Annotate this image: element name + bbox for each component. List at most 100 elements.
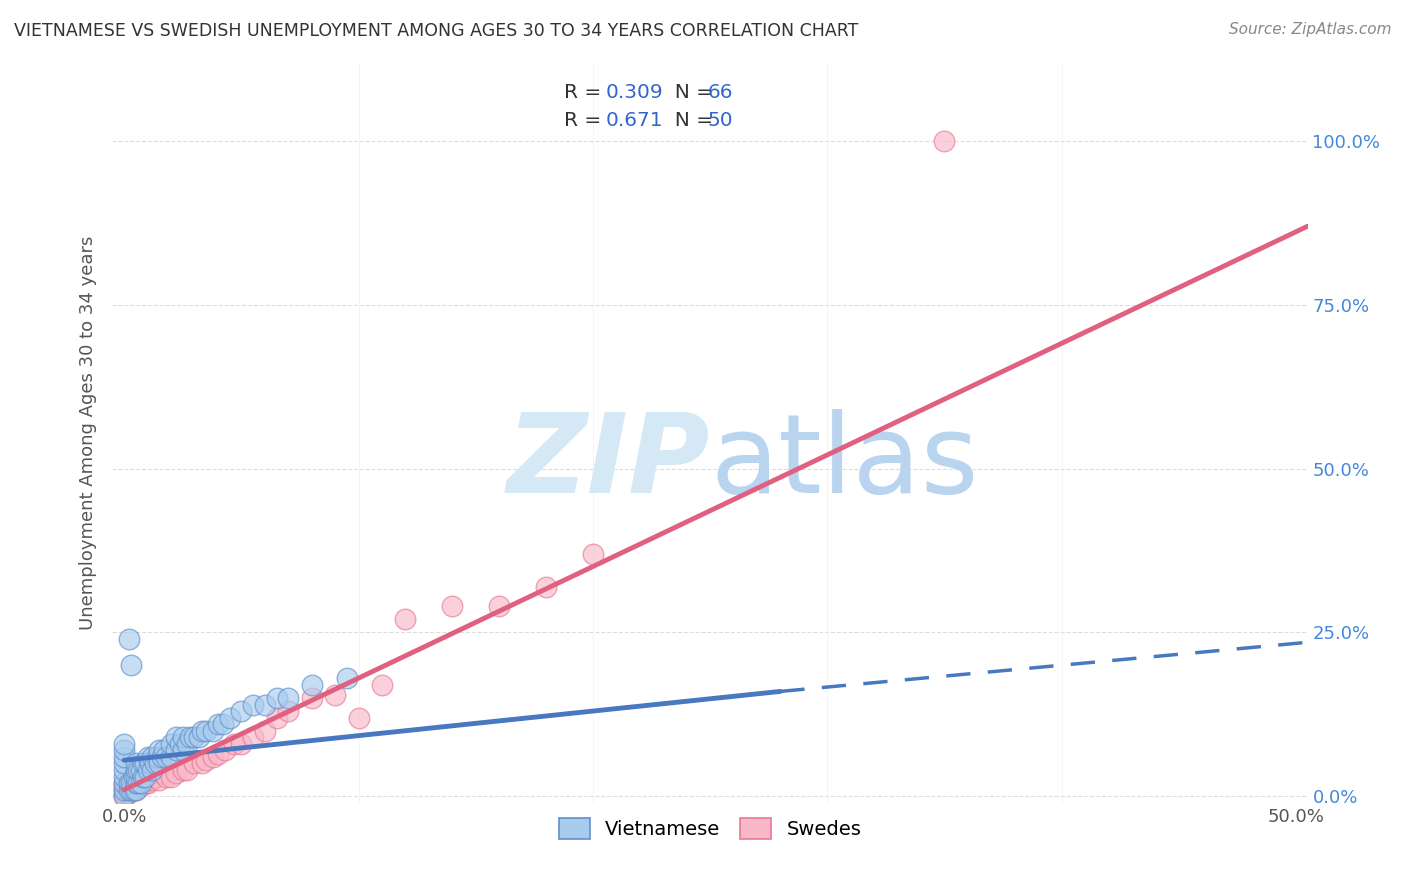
Point (165, 731, 187, 745)
Point (160, 750, 183, 764)
Point (132, 756, 155, 771)
Point (266, 690, 288, 705)
Point (148, 772, 170, 787)
Point (148, 756, 170, 771)
Point (160, 770, 183, 784)
Point (118, 632, 141, 646)
Point (134, 756, 156, 771)
Point (323, 688, 346, 702)
Point (115, 786, 138, 800)
Point (136, 750, 159, 764)
Text: N =: N = (662, 83, 720, 102)
Point (112, 770, 135, 784)
Point (146, 750, 169, 764)
Point (347, 711, 370, 725)
Point (143, 770, 166, 784)
Point (582, 547, 605, 561)
Point (136, 770, 159, 784)
Point (231, 704, 253, 718)
Point (127, 780, 149, 794)
Point (127, 776, 149, 790)
Point (134, 776, 156, 790)
Point (253, 723, 276, 738)
Point (112, 776, 135, 790)
Point (488, 599, 510, 614)
Point (148, 743, 170, 757)
Point (155, 770, 177, 784)
Point (132, 776, 155, 790)
Point (195, 723, 218, 738)
Point (120, 776, 142, 790)
Point (188, 731, 211, 745)
Point (160, 737, 183, 751)
Point (120, 658, 142, 673)
Point (172, 763, 194, 777)
Text: 50: 50 (707, 112, 734, 130)
Point (125, 776, 148, 790)
Point (125, 763, 148, 777)
Text: ZIP: ZIP (506, 409, 710, 516)
Point (112, 782, 135, 797)
Text: 66: 66 (707, 83, 733, 102)
Point (301, 690, 323, 705)
Point (112, 750, 135, 764)
Point (141, 772, 163, 787)
Point (112, 756, 135, 771)
Legend: Vietnamese, Swedes: Vietnamese, Swedes (548, 808, 872, 848)
Point (125, 782, 148, 797)
Point (207, 717, 229, 731)
Point (242, 731, 264, 745)
Point (112, 743, 135, 757)
Point (129, 780, 152, 794)
Point (112, 776, 135, 790)
Point (441, 599, 464, 614)
Y-axis label: Unemployment Among Ages 30 to 34 years: Unemployment Among Ages 30 to 34 years (79, 235, 97, 630)
Point (122, 782, 145, 797)
Point (183, 731, 205, 745)
Point (176, 763, 198, 777)
Point (253, 698, 276, 712)
Point (132, 770, 155, 784)
Point (125, 782, 148, 797)
Point (266, 711, 288, 725)
Point (118, 786, 141, 800)
Point (115, 782, 138, 797)
Point (150, 750, 173, 764)
Point (112, 786, 135, 800)
Text: VIETNAMESE VS SWEDISH UNEMPLOYMENT AMONG AGES 30 TO 34 YEARS CORRELATION CHART: VIETNAMESE VS SWEDISH UNEMPLOYMENT AMONG… (14, 22, 859, 40)
Point (169, 737, 191, 751)
Point (301, 678, 323, 692)
Point (207, 747, 229, 761)
Point (179, 731, 201, 745)
Point (231, 737, 253, 751)
Point (202, 750, 225, 764)
Point (934, 134, 956, 148)
Point (242, 698, 264, 712)
Point (134, 770, 156, 784)
Point (202, 723, 225, 738)
Point (112, 789, 135, 804)
Point (112, 737, 135, 751)
Point (112, 789, 135, 804)
Point (141, 763, 163, 777)
Point (224, 737, 246, 751)
Point (136, 763, 159, 777)
Point (190, 756, 212, 771)
Point (118, 782, 141, 797)
Point (127, 763, 149, 777)
Point (183, 756, 205, 771)
Point (118, 776, 141, 790)
Point (120, 782, 142, 797)
Point (129, 776, 152, 790)
Text: atlas: atlas (710, 409, 979, 516)
Text: R =: R = (564, 83, 607, 102)
Text: 0.309: 0.309 (606, 83, 664, 102)
Text: Source: ZipAtlas.com: Source: ZipAtlas.com (1229, 22, 1392, 37)
Point (165, 743, 187, 757)
Point (122, 782, 145, 797)
Point (394, 612, 416, 626)
Point (141, 750, 163, 764)
Point (112, 782, 135, 797)
Text: R =: R = (564, 112, 607, 130)
Point (176, 737, 198, 751)
